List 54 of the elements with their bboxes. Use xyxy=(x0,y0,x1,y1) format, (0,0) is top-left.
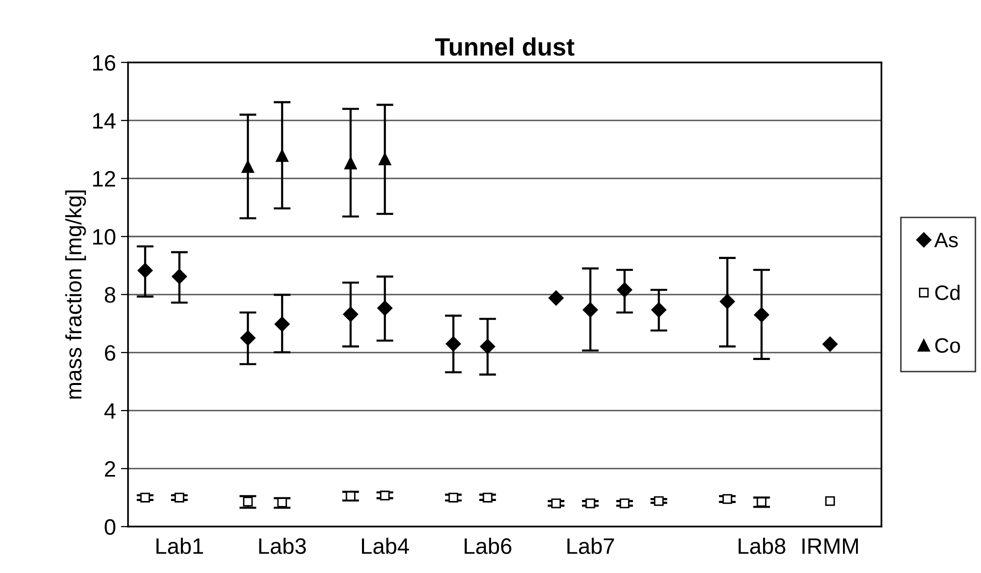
x-tick-label: Lab4 xyxy=(362,538,409,554)
point xyxy=(138,262,153,278)
point xyxy=(582,302,598,318)
point xyxy=(480,338,496,354)
point xyxy=(448,492,458,502)
point xyxy=(343,306,358,322)
point xyxy=(585,498,596,508)
y-tick-label: 8 xyxy=(104,287,116,303)
point xyxy=(756,497,766,507)
point xyxy=(482,492,492,502)
y-tick-label: 16 xyxy=(93,54,116,71)
legend-label: As xyxy=(934,232,958,248)
point xyxy=(754,307,770,322)
legend-label: Co xyxy=(935,338,960,353)
point xyxy=(617,282,632,298)
y-tick-label: 14 xyxy=(93,113,116,129)
x-tick-label: Lab7 xyxy=(567,538,614,554)
point xyxy=(722,494,732,504)
point xyxy=(243,496,253,506)
point xyxy=(551,498,561,508)
point xyxy=(377,300,392,316)
point xyxy=(172,268,187,284)
point xyxy=(174,492,184,502)
point xyxy=(720,294,735,310)
point xyxy=(274,316,290,332)
point xyxy=(140,492,150,502)
point xyxy=(240,330,256,346)
point xyxy=(822,336,838,352)
y-tick-label: 12 xyxy=(93,171,116,187)
point xyxy=(651,302,666,318)
point xyxy=(380,490,390,500)
y-tick-label: 6 xyxy=(104,345,116,361)
legend-label: Cd xyxy=(935,284,960,300)
y-tick-label: 0 xyxy=(104,519,116,535)
y-tick-label: 4 xyxy=(104,403,116,419)
point xyxy=(654,496,664,506)
point xyxy=(548,290,564,306)
y-tick-label: 10 xyxy=(93,229,116,245)
x-tick-label: Lab1 xyxy=(156,538,204,554)
chart-title: Tunnel dust xyxy=(435,37,574,56)
y-tick-label: 2 xyxy=(104,461,116,477)
point xyxy=(276,149,288,162)
x-tick-label: Lab8 xyxy=(738,538,786,554)
point xyxy=(344,156,357,170)
x-tick-label: IRMM xyxy=(802,538,858,554)
point xyxy=(620,498,630,508)
x-tick-label: Lab3 xyxy=(259,538,306,554)
point xyxy=(825,496,835,506)
point xyxy=(242,160,254,173)
y-axis-title: mass fraction [mg/kg] xyxy=(65,190,86,399)
point xyxy=(277,498,287,508)
point xyxy=(378,152,392,166)
point xyxy=(446,336,461,352)
x-tick-label: Lab6 xyxy=(464,538,512,554)
